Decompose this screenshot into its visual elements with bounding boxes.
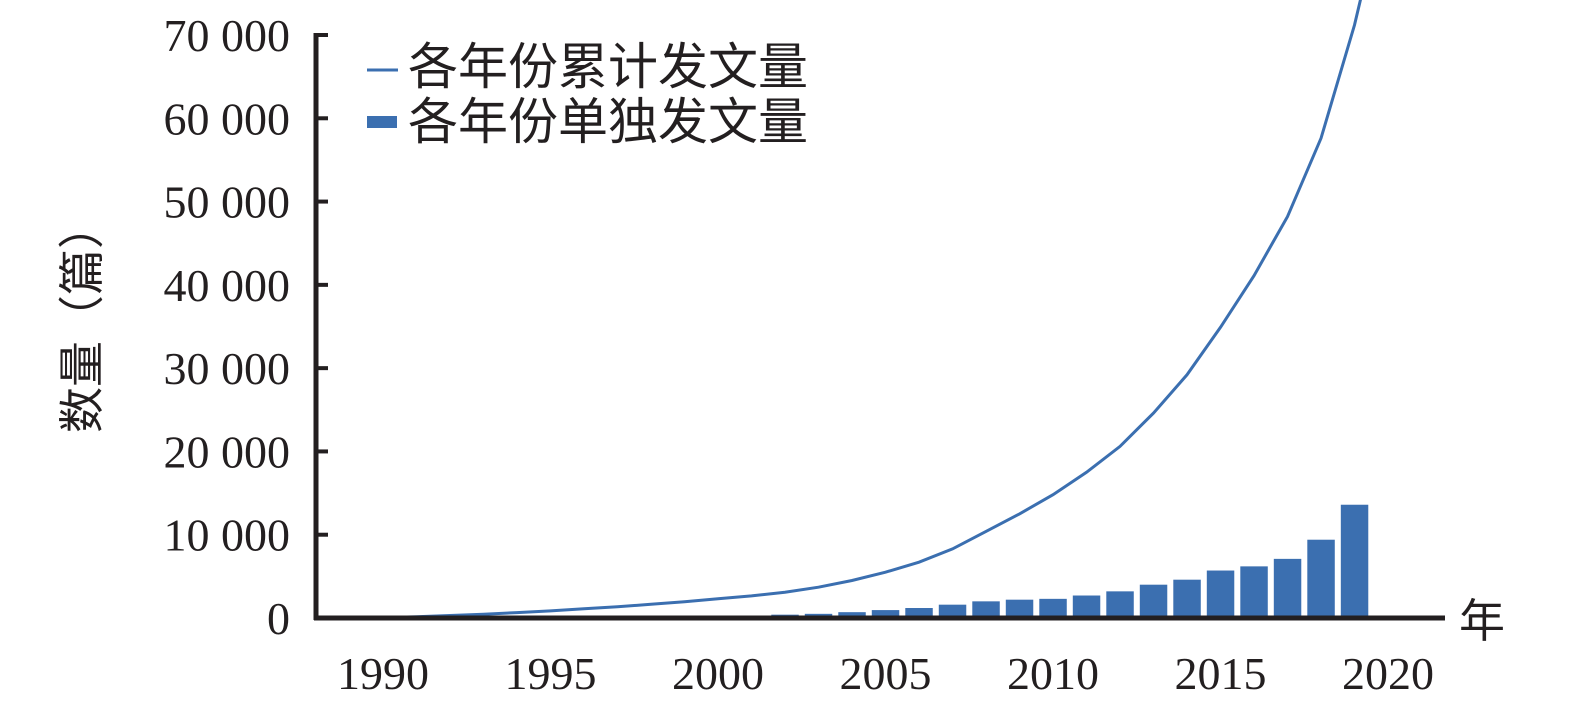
y-tick-label: 30 000: [164, 343, 291, 394]
legend-bar-swatch: [367, 116, 397, 128]
bar-annual-count: [1173, 580, 1200, 618]
bar-annual-count: [1140, 585, 1167, 618]
x-tick-label: 2010: [1007, 648, 1099, 699]
legend: 各年份累计发文量 各年份单独发文量: [367, 39, 808, 150]
y-tick-label: 10 000: [164, 510, 291, 561]
bar-annual-count: [1207, 571, 1234, 618]
bars-group: [369, 505, 1368, 618]
bar-annual-count: [1106, 591, 1133, 618]
legend-label-cumulative: 各年份累计发文量: [408, 39, 808, 95]
y-tick-label: 50 000: [164, 177, 291, 228]
x-tick-label: 2005: [840, 648, 932, 699]
bar-annual-count: [1240, 566, 1267, 618]
x-tick-label: 1990: [337, 648, 429, 699]
bar-annual-count: [1039, 599, 1066, 618]
y-tick-label: 40 000: [164, 260, 291, 311]
y-tick-label: 0: [267, 593, 290, 644]
y-axis-title: 数量（篇）: [57, 203, 108, 433]
x-tick-label: 2000: [672, 648, 764, 699]
x-tick-label: 2015: [1175, 648, 1267, 699]
x-tick-label: 1995: [505, 648, 597, 699]
bar-annual-count: [1274, 559, 1301, 618]
bar-annual-count: [1307, 540, 1334, 618]
y-ticks-group: 0 10 000 20 000 30 000 40 000 50 000 60 000 70 …: [164, 10, 329, 644]
y-tick-label: 70 000: [164, 10, 291, 61]
legend-label-annual: 各年份单独发文量: [408, 94, 808, 150]
bar-annual-count: [1006, 600, 1033, 618]
y-tick-label: 60 000: [164, 93, 291, 144]
x-tick-label: 2020: [1342, 648, 1434, 699]
bar-annual-count: [1341, 505, 1368, 618]
x-ticks-group: 1990 1995 2000 2005 2010 2015 2020: [337, 648, 1434, 699]
y-tick-label: 20 000: [164, 426, 291, 477]
bar-annual-count: [1073, 596, 1100, 618]
x-axis-title: 年: [1459, 596, 1505, 647]
